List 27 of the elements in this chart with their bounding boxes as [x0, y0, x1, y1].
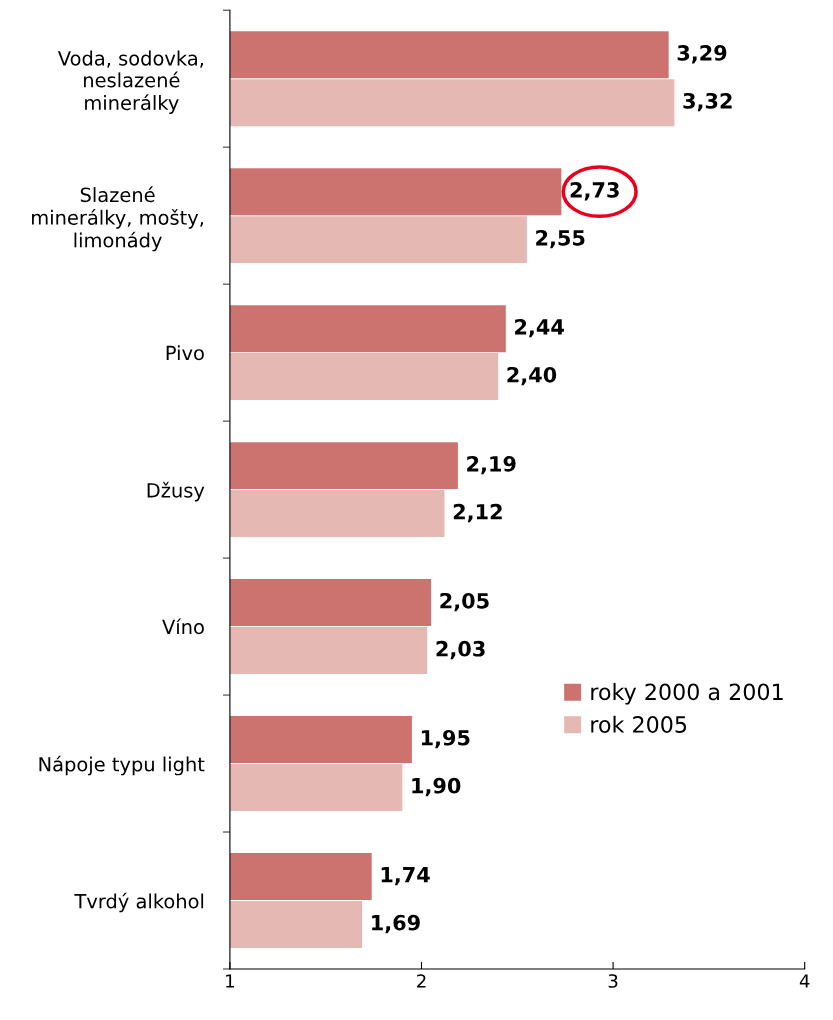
y-tick-label: Víno — [162, 618, 204, 635]
legend-label: rok 2005 — [591, 715, 687, 733]
x-tick-label: 1 — [226, 974, 234, 988]
data-label: 1,69 — [372, 914, 420, 934]
y-tick-label: Pivo — [166, 345, 204, 361]
data-label: 2,73 — [570, 181, 619, 201]
y-tick-label: Džusy — [147, 481, 205, 502]
data-label: 2,03 — [436, 640, 485, 660]
y-tick-label: Nápoje typu light — [39, 755, 205, 776]
data-label: 2,05 — [440, 592, 489, 612]
x-tick-label: 2 — [417, 974, 426, 988]
data-label: 2,44 — [515, 318, 564, 338]
x-tick-label: 4 — [799, 974, 810, 988]
legend-label: roky 2000 a 2001 — [591, 683, 783, 705]
y-tick-label: Voda, sodovka, neslazené minerálky — [57, 50, 203, 114]
data-label: 1,90 — [412, 777, 461, 797]
data-label: 1,95 — [421, 729, 470, 749]
data-label: 2,55 — [536, 229, 585, 249]
y-tick-label: Tvrdý alkohol — [74, 892, 204, 913]
data-label: 2,40 — [507, 366, 557, 386]
y-tick-label: Slazené minerálky, mošty, limonády — [32, 186, 204, 252]
data-label: 3,32 — [683, 92, 732, 112]
data-label: 1,74 — [381, 867, 430, 886]
data-label: 3,29 — [677, 45, 727, 64]
data-label: 2,12 — [453, 503, 502, 523]
data-label: 2,19 — [467, 455, 516, 475]
x-tick-label: 3 — [608, 974, 618, 988]
